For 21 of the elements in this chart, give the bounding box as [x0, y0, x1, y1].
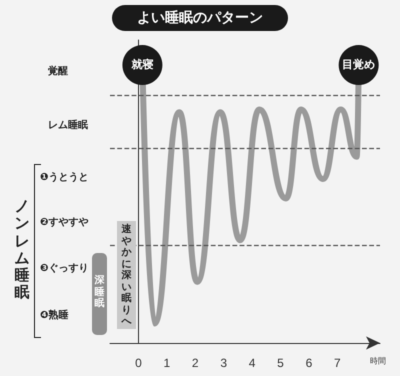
annotation: 就寝 — [130, 58, 154, 72]
x-tick-label: 2 — [192, 356, 199, 370]
x-tick-label: 6 — [306, 356, 313, 370]
x-tick-label: 3 — [220, 356, 228, 370]
x-tick-label: 7 — [334, 356, 342, 370]
x-tick-label: 0 — [135, 356, 142, 370]
text: 深睡眠 — [94, 275, 104, 310]
text: 速やかに深い眠りへ — [122, 224, 132, 327]
chart-title: よい睡眠のパターン — [112, 5, 288, 31]
text: ❶うとうと — [40, 171, 88, 184]
text: ノンレム睡眠 — [14, 197, 30, 302]
text: レム睡眠 — [48, 118, 88, 132]
text: ❹熟睡 — [40, 308, 68, 322]
x-tick-label: 4 — [248, 356, 256, 370]
x-axis-title: 時間 — [370, 356, 386, 366]
text: ❷すやすや — [40, 216, 88, 229]
x-tick-label: 1 — [164, 356, 170, 370]
text: 覚醒 — [48, 64, 68, 78]
annotation: 目覚め — [342, 58, 376, 72]
text: ❸ぐっすり — [40, 262, 88, 275]
x-tick-label: 5 — [277, 356, 284, 370]
